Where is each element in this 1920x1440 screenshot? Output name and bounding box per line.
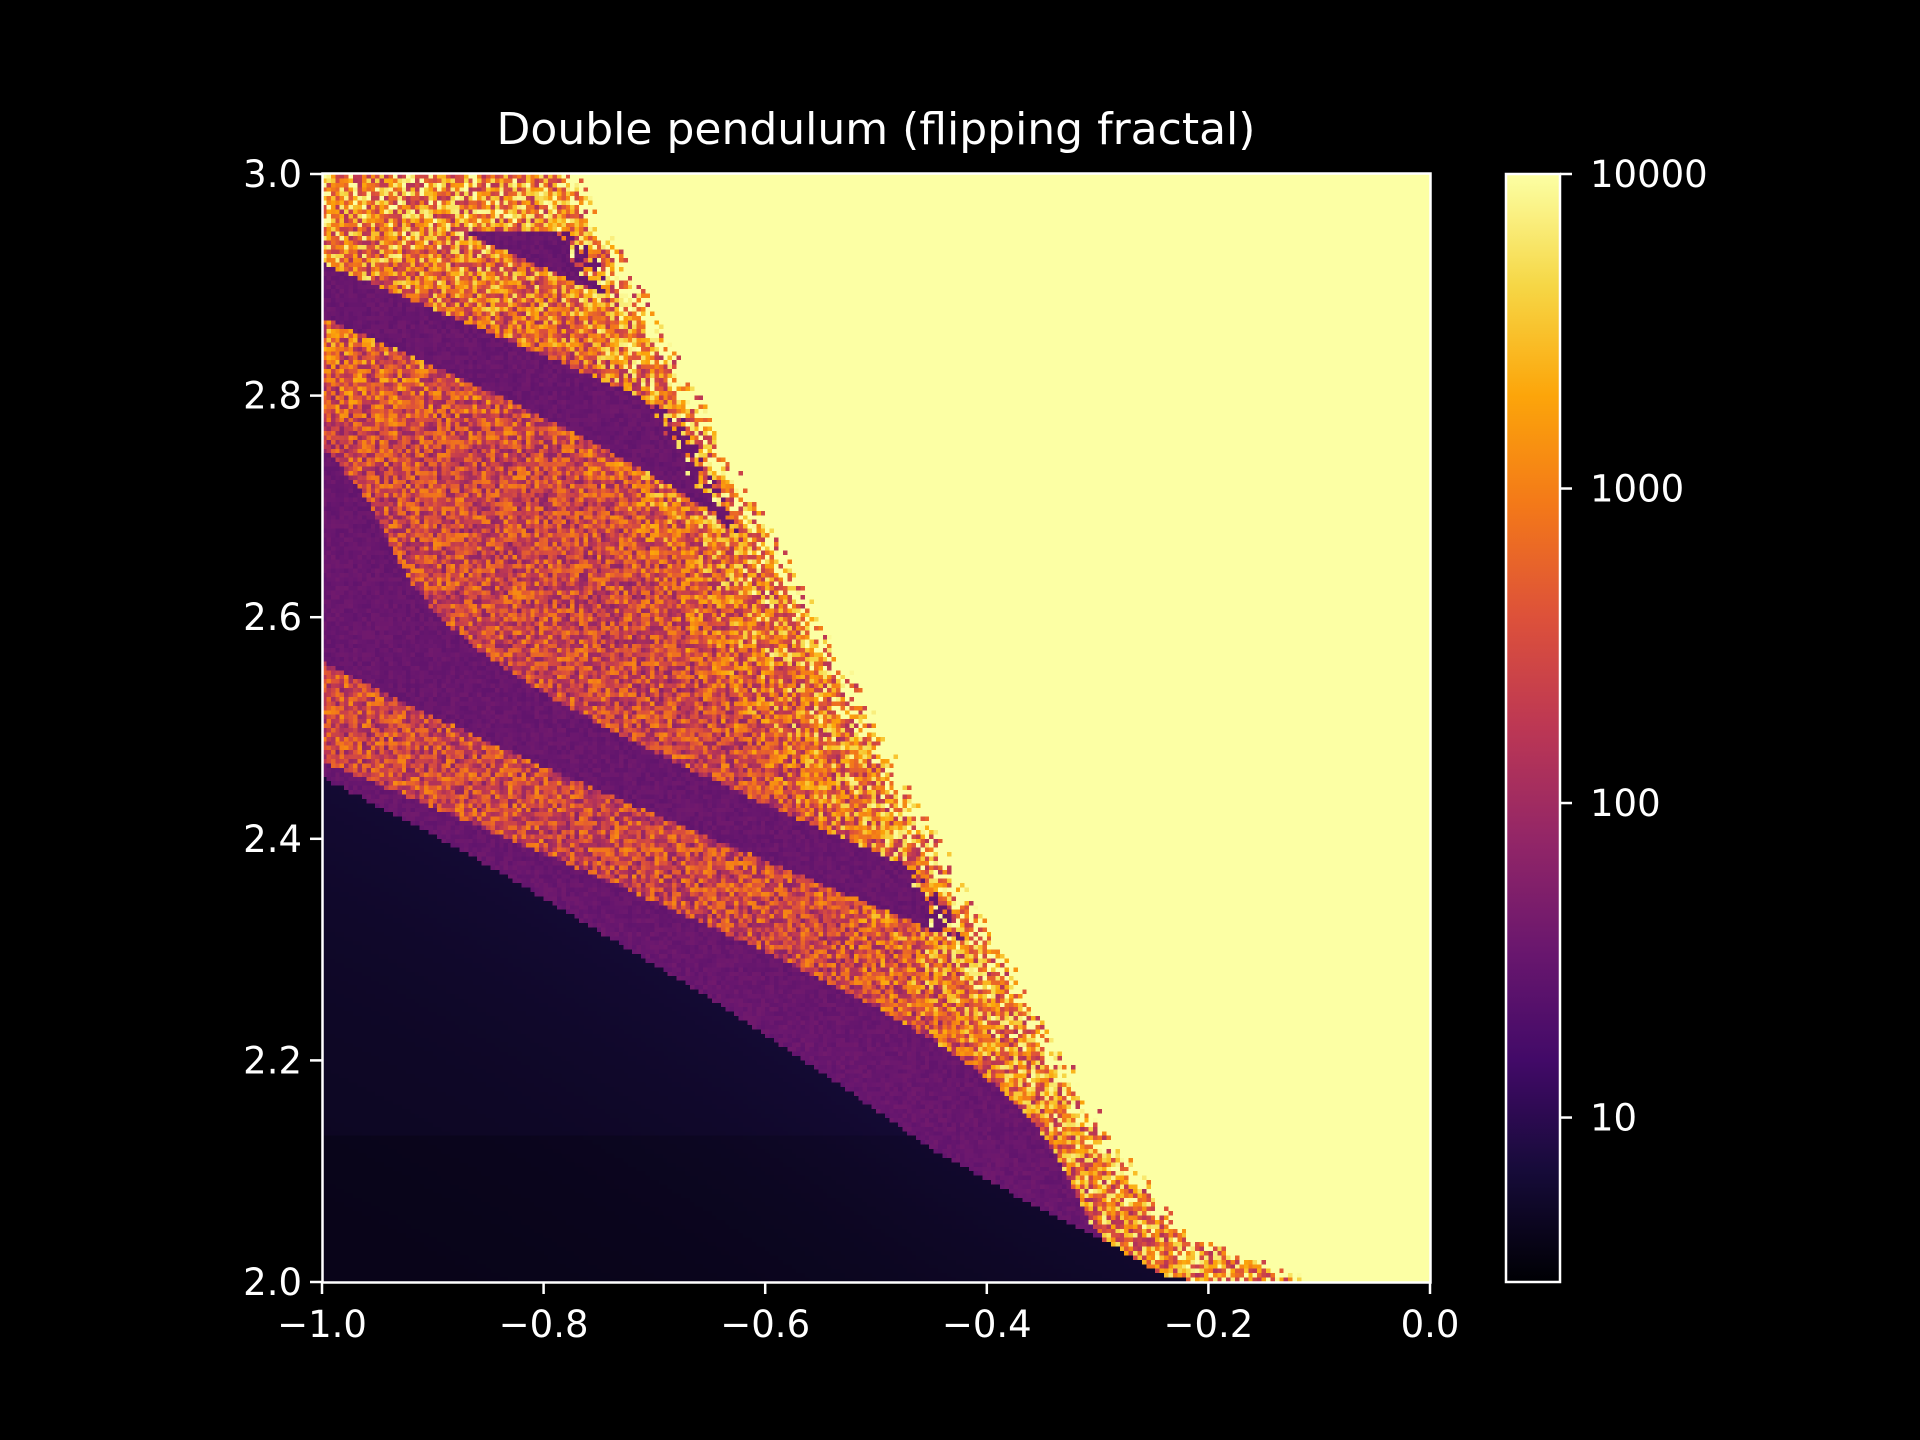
y-tick-label: 2.6 xyxy=(243,596,302,639)
y-tick-label: 2.0 xyxy=(243,1261,302,1304)
colorbar-tick-label: 10 xyxy=(1590,1097,1637,1140)
colorbar: 10 100 1000 10000 xyxy=(1504,153,1708,1284)
colorbar-tick-label: 10000 xyxy=(1590,153,1708,196)
plot-frame xyxy=(321,172,1432,1284)
heatmap-image xyxy=(322,174,1430,1282)
x-tick-label: −0.2 xyxy=(1163,1303,1253,1346)
colorbar-frame xyxy=(1504,172,1562,1284)
x-tick-label: −1.0 xyxy=(277,1303,367,1346)
x-tick-label: 0.0 xyxy=(1401,1303,1460,1346)
x-tick-label: −0.4 xyxy=(942,1303,1032,1346)
colorbar-ticks: 10 100 1000 10000 xyxy=(1560,153,1708,1140)
colorbar-tick-label: 100 xyxy=(1590,782,1661,825)
chart-title: Double pendulum (flipping fractal) xyxy=(497,104,1256,155)
x-tick-label: −0.6 xyxy=(720,1303,810,1346)
heatmap-canvas xyxy=(322,174,1430,1282)
colorbar-tick-label: 1000 xyxy=(1590,468,1684,511)
y-tick-label: 2.8 xyxy=(243,375,302,418)
x-axis: −1.0 −0.8 −0.6 −0.4 −0.2 0.0 xyxy=(277,1282,1459,1346)
y-tick-label: 2.4 xyxy=(243,818,302,861)
y-tick-label: 3.0 xyxy=(243,153,302,196)
colorbar-gradient xyxy=(1506,174,1560,1282)
x-tick-label: −0.8 xyxy=(499,1303,589,1346)
y-axis: 2.0 2.2 2.4 2.6 2.8 3.0 xyxy=(243,153,322,1304)
y-tick-label: 2.2 xyxy=(243,1039,302,1082)
